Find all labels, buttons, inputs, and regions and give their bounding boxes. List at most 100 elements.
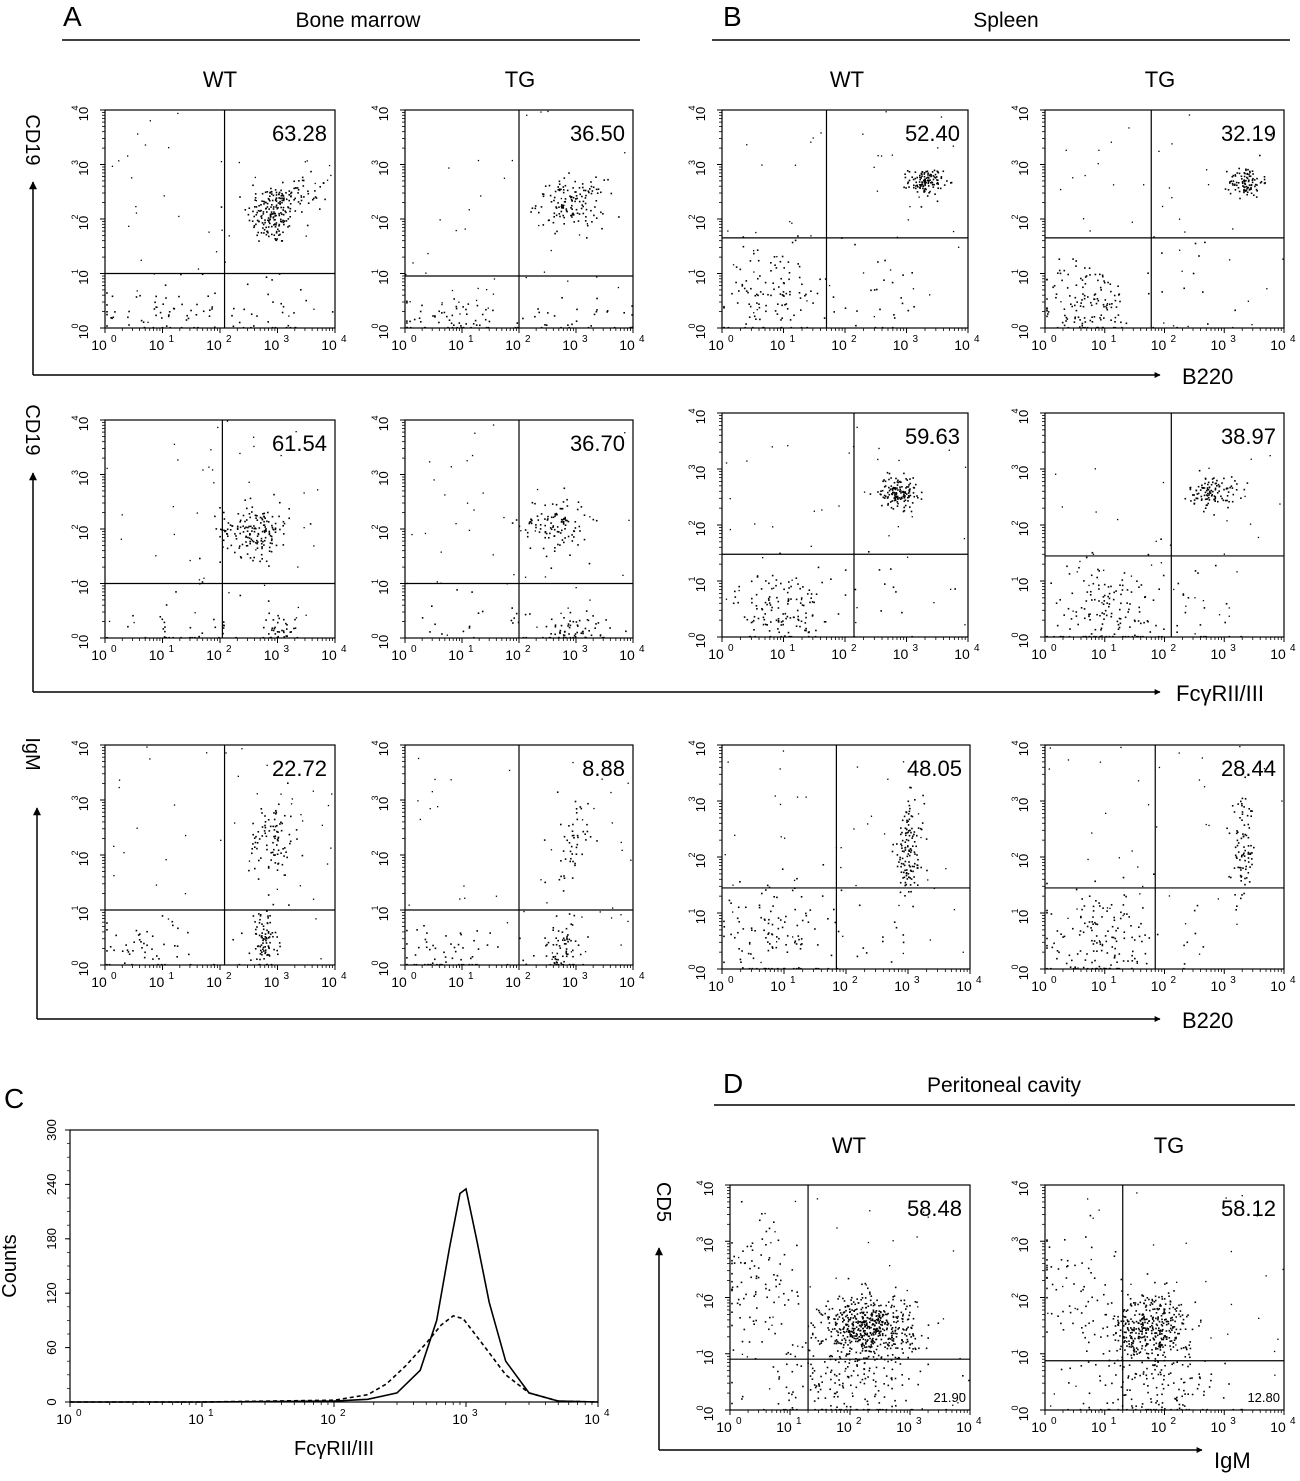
event-dot: [1240, 876, 1242, 878]
event-dot: [576, 843, 579, 846]
x-tick-label: 10: [956, 978, 972, 994]
event-dot: [1214, 498, 1216, 501]
event-dot: [1270, 135, 1272, 137]
event-dot: [127, 625, 129, 628]
event-dot: [1173, 588, 1175, 591]
event-dot: [1226, 170, 1228, 173]
event-dot: [752, 326, 754, 329]
event-dot: [1046, 882, 1048, 885]
event-dot: [268, 546, 271, 549]
event-dot: [791, 222, 793, 224]
event-dot: [1118, 953, 1121, 955]
event-dot: [1092, 950, 1095, 952]
event-dot: [265, 939, 267, 942]
event-dot: [1147, 272, 1149, 274]
event-dot: [1218, 490, 1220, 492]
event-dot: [1100, 314, 1103, 316]
event-dot: [1153, 236, 1155, 238]
event-dot: [917, 884, 919, 886]
event-dot: [448, 319, 451, 321]
event-dot: [572, 620, 575, 623]
event-dot: [908, 804, 911, 807]
x-tick-exponent: 4: [976, 975, 982, 986]
event-dot: [1176, 326, 1178, 329]
event-dot: [559, 507, 562, 510]
x-tick-exponent: 2: [226, 644, 232, 655]
event-dot: [888, 535, 890, 537]
x-tick-label: 10: [149, 337, 165, 353]
event-dot: [419, 310, 422, 313]
event-dot: [1092, 582, 1095, 585]
event-dot: [1149, 631, 1152, 633]
event-dot: [485, 308, 487, 311]
event-dot: [575, 808, 578, 810]
x-tick-label: 10: [448, 974, 464, 990]
event-dot: [418, 946, 420, 949]
event-dot: [925, 838, 928, 840]
event-dot: [272, 206, 275, 208]
event-dot: [873, 289, 876, 291]
event-dot: [874, 1333, 877, 1335]
event-dot: [289, 203, 292, 205]
event-dot: [559, 215, 561, 218]
event-dot: [268, 550, 271, 552]
event-dot: [1186, 941, 1189, 944]
event-dot: [131, 177, 133, 179]
event-dot: [902, 877, 904, 879]
event-dot: [244, 527, 246, 530]
event-dot: [120, 538, 122, 540]
event-dot: [792, 967, 795, 970]
event-dot: [1235, 856, 1238, 858]
event-dot: [902, 274, 904, 276]
event-dot: [762, 326, 764, 329]
panel-letter-a: A: [63, 1, 82, 32]
event-dot: [842, 1334, 844, 1337]
event-dot: [581, 195, 583, 198]
event-dot: [797, 235, 799, 237]
event-dot: [208, 231, 210, 233]
event-dot: [549, 963, 552, 966]
event-dot: [1123, 937, 1126, 940]
event-dot: [790, 326, 793, 329]
event-dot: [1055, 473, 1057, 475]
event-dot: [315, 197, 318, 199]
event-dot: [476, 963, 478, 966]
event-dot: [515, 612, 518, 615]
event-dot: [1117, 967, 1119, 970]
x-tick-exponent: 3: [582, 334, 588, 345]
event-dot: [909, 807, 911, 810]
x-tick-label: 10: [1210, 646, 1226, 662]
event-dot: [267, 521, 270, 523]
event-dot: [836, 1322, 838, 1325]
x-tick-label: 10: [91, 337, 107, 353]
event-dot: [554, 633, 556, 636]
y-tick-label: 10: [376, 471, 391, 485]
event-dot: [917, 186, 919, 188]
event-dot: [268, 612, 270, 615]
event-dot: [290, 803, 293, 805]
event-dot: [567, 520, 570, 523]
event-dot: [214, 292, 216, 295]
event-dot: [434, 623, 436, 626]
event-dot: [106, 311, 108, 313]
event-dot: [185, 319, 188, 321]
event-dot: [208, 466, 210, 468]
event-dot: [837, 1298, 839, 1300]
event-dot: [563, 943, 566, 945]
event-dot: [1250, 844, 1252, 847]
event-dot: [617, 286, 620, 289]
event-dot: [526, 535, 529, 538]
event-dot: [255, 214, 258, 216]
event-dot: [1086, 326, 1089, 329]
y-tick-exponent: 1: [687, 576, 697, 581]
event-dot: [550, 522, 552, 524]
event-dot: [877, 1319, 879, 1322]
x-tick-exponent: 1: [208, 1408, 214, 1419]
event-dot: [795, 625, 798, 627]
event-dot: [787, 599, 790, 602]
event-dot: [1089, 230, 1091, 232]
event-dot: [1078, 934, 1081, 936]
event-dot: [144, 951, 146, 954]
event-dot: [550, 249, 552, 252]
event-dot: [249, 540, 251, 543]
